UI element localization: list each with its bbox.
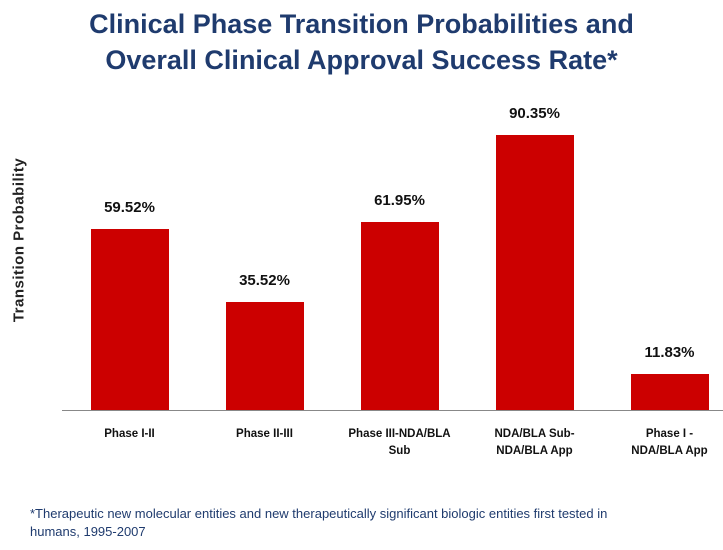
footnote: *Therapeutic new molecular entities and …	[30, 506, 608, 539]
x-tick-label: NDA/BLA Sub-NDA/BLA App	[494, 428, 575, 457]
y-axis-label: Transition Probability	[10, 157, 28, 323]
data-label: 59.52%	[104, 199, 155, 217]
x-tick-label: Phase II-III	[236, 428, 293, 440]
data-label: 11.83%	[644, 344, 695, 362]
data-label: 90.35%	[509, 105, 560, 123]
x-tick-label: Phase III-NDA/BLA Sub	[348, 428, 451, 457]
bar	[630, 374, 709, 410]
data-label: 61.95%	[374, 191, 425, 209]
x-tick-label: Phase I - NDA/BLA App	[631, 428, 708, 457]
data-label: 35.52%	[239, 272, 290, 290]
x-tick-label: Phase I-II	[104, 428, 155, 440]
bar	[90, 229, 169, 410]
bar	[495, 135, 574, 410]
chart-title: Clinical Phase Transition Probabilities …	[89, 9, 634, 75]
bar	[360, 221, 439, 410]
bar	[225, 302, 304, 410]
x-axis-line	[62, 410, 723, 411]
